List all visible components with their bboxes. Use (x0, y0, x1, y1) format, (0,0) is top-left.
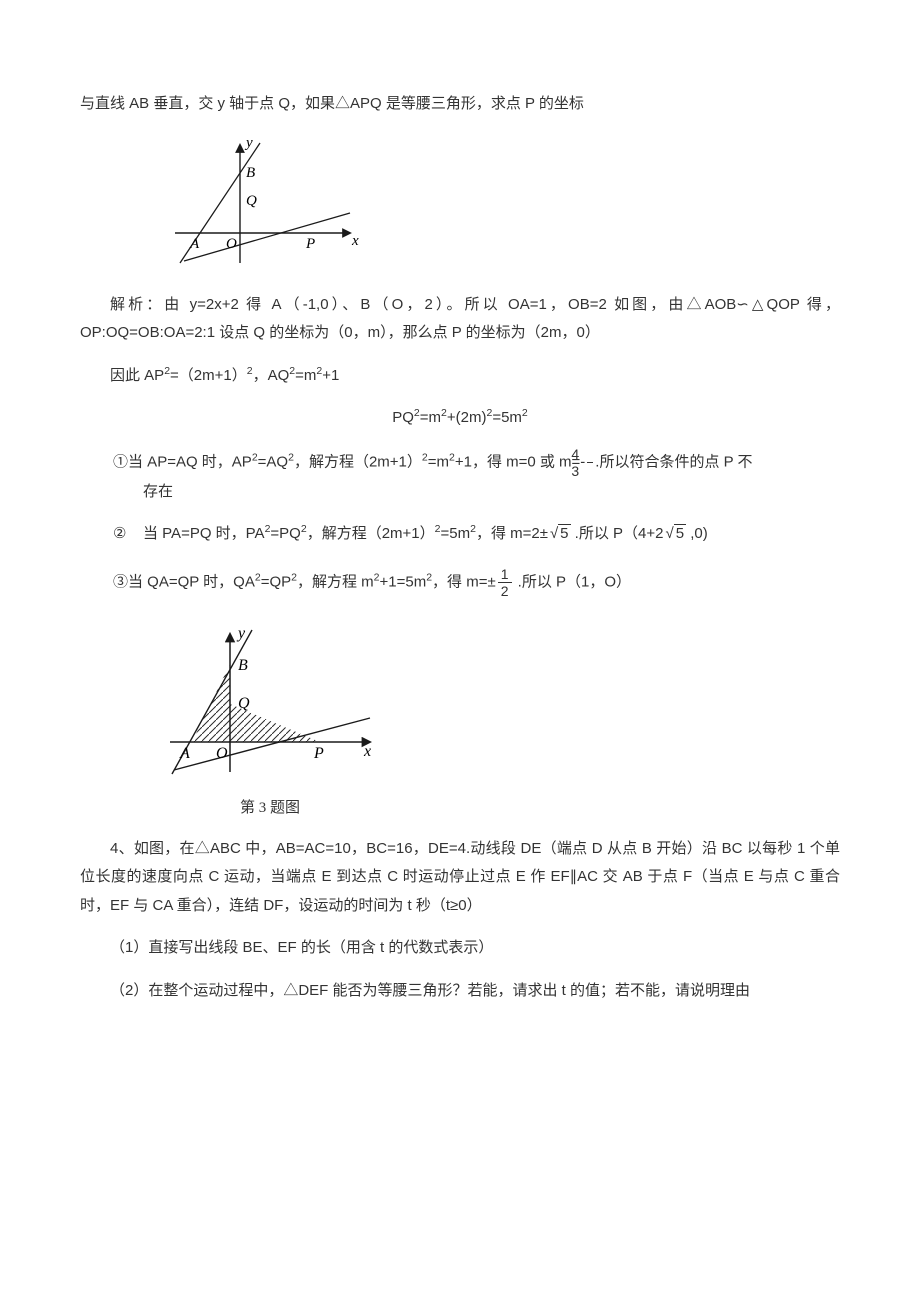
txt: =AQ (258, 453, 288, 470)
txt: 当 QA=QP 时，QA (128, 573, 255, 590)
axis-x-label: x (351, 233, 359, 249)
case-3: ③当 QA=QP 时，QA2=QP2，解方程 m2+1=5m2，得 m=±12 … (80, 567, 840, 598)
pt-A-2: A (179, 745, 190, 762)
marker-1: ① (113, 453, 128, 470)
num: 1 (498, 567, 512, 582)
txt: ，解方程（2m+1） (307, 525, 435, 542)
axis-x-label-2: x (363, 743, 371, 760)
txt: 存在 (143, 483, 173, 500)
txt: +(2m) (447, 409, 487, 426)
figure-1: y x B Q A O P (160, 133, 840, 273)
fraction-4-3: 43 (587, 447, 593, 478)
problem-4-q2: （2）在整个运动过程中，△DEF 能否为等腰三角形？若能，请求出 t 的值；若不… (80, 977, 840, 1006)
txt: =m (428, 453, 449, 470)
txt: 因此 AP (110, 367, 164, 384)
case-2: ②当 PA=PQ 时，PA2=PQ2，解方程（2m+1）2=5m2，得 m=2±… (80, 520, 840, 549)
figure-2-caption: 第 3 题图 (160, 796, 380, 817)
pt-B-2: B (238, 657, 248, 674)
txt: =（2m+1） (170, 367, 247, 384)
txt: .所以 P（1，O） (514, 573, 632, 590)
txt: =m (295, 367, 316, 384)
txt: .所以符合条件的点 P 不 (595, 453, 752, 470)
paragraph-therefore: 因此 AP2=（2m+1）2，AQ2=m2+1 (80, 362, 840, 391)
den: 2 (498, 582, 512, 598)
figure-2: y x B Q A O P 第 3 题图 (160, 622, 840, 817)
marker-3: ③ (113, 573, 128, 590)
pt-A: A (189, 236, 200, 252)
txt: 当 AP=AQ 时，AP (128, 453, 252, 470)
equation-pq: PQ2=m2+(2m)2=5m2 (80, 404, 840, 433)
axis-y-label-2: y (236, 625, 246, 642)
txt: +1 (322, 367, 339, 384)
pt-P-2: P (313, 745, 324, 762)
txt: PQ (392, 409, 414, 426)
pt-O-2: O (216, 745, 228, 762)
txt: +1，得 m=0 或 m=- (455, 453, 585, 470)
problem-4-q1: （1）直接写出线段 BE、EF 的长（用含 t 的代数式表示） (80, 934, 840, 963)
txt: ，得 m=± (432, 573, 496, 590)
pt-B: B (246, 165, 255, 181)
pt-Q: Q (246, 193, 257, 209)
rad: 5 (674, 524, 686, 542)
txt: 当 PA=PQ 时，PA (143, 525, 265, 542)
pt-Q-2: Q (238, 695, 250, 712)
sqrt-5b: √5 (663, 520, 686, 549)
sup: 2 (522, 407, 528, 419)
pt-P: P (305, 236, 315, 252)
paragraph-intro: 与直线 AB 垂直，交 y 轴于点 Q，如果△APQ 是等腰三角形，求点 P 的… (80, 90, 840, 119)
num: 4 (587, 447, 593, 462)
rad: 5 (558, 524, 570, 542)
txt: ，得 m=2± (476, 525, 548, 542)
marker-2: ② (113, 520, 143, 549)
txt: ，解方程 m (297, 573, 374, 590)
axis-y-label: y (244, 135, 253, 151)
case-1: ①当 AP=AQ 时，AP2=AQ2，解方程（2m+1）2=m2+1，得 m=0… (80, 447, 840, 507)
fraction-1-2: 12 (498, 567, 512, 598)
txt: .所以 P（4+2 (571, 525, 664, 542)
txt: ，AQ (253, 367, 290, 384)
den: 3 (587, 462, 593, 478)
txt: ,0) (686, 525, 708, 542)
problem-4: 4、如图，在△ABC 中，AB=AC=10，BC=16，DE=4.动线段 DE（… (80, 835, 840, 921)
txt: ，解方程（2m+1） (294, 453, 422, 470)
txt: =PQ (270, 525, 300, 542)
txt: +1=5m (380, 573, 427, 590)
paragraph-solution-1: 解析：由 y=2x+2 得 A（-1,0）、B（O，2）。所以 OA=1，OB=… (80, 291, 840, 348)
txt: =m (420, 409, 441, 426)
txt: =QP (261, 573, 291, 590)
sqrt-5a: √5 (548, 520, 571, 549)
pt-O: O (226, 236, 237, 252)
txt: =5m (440, 525, 470, 542)
txt: =5m (492, 409, 522, 426)
